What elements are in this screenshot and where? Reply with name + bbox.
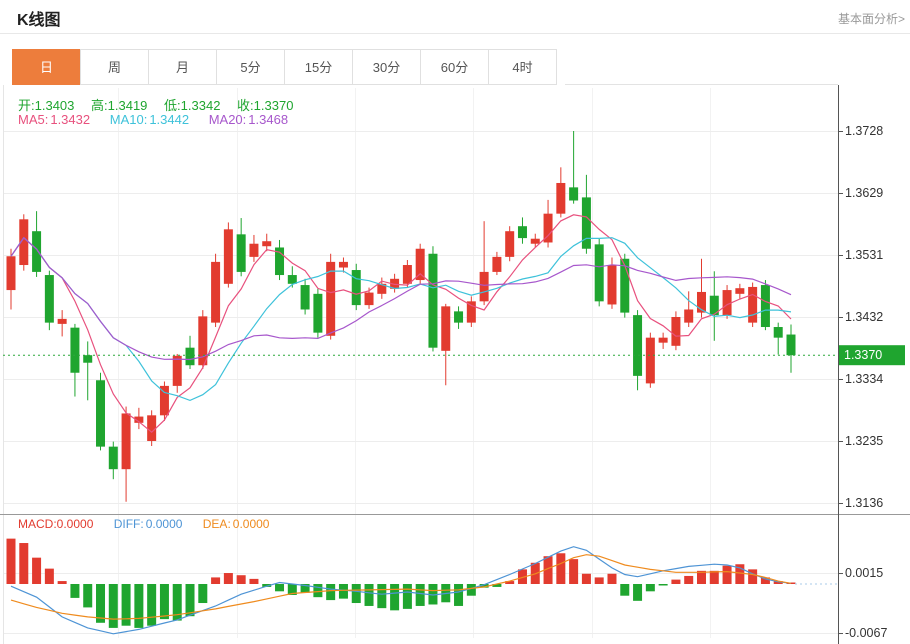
macd-label: MACD: <box>18 517 57 531</box>
y-axis-label: 1.3235 <box>845 434 883 448</box>
y-axis-label: 1.3334 <box>845 372 883 386</box>
dea-value: 0.0000 <box>232 517 270 531</box>
y-axis-label: 1.3629 <box>845 186 883 200</box>
ohlc-readout: 开:1.3403 高:1.3419 低:1.3342 收:1.3370 <box>18 95 306 114</box>
tab-5min[interactable]: 5分 <box>216 49 285 85</box>
diff-value: 0.0000 <box>145 517 183 531</box>
y-axis-label: 1.3531 <box>845 248 883 262</box>
macd-histogram <box>6 538 796 628</box>
tabbar-bottom-border <box>565 84 838 85</box>
ma5-line <box>10 214 792 434</box>
y-axis-label: 1.3432 <box>845 310 883 324</box>
ma20-label: MA20: <box>208 112 247 127</box>
diff-line <box>10 546 792 635</box>
y-axis: 1.3728 1.3629 1.3531 1.3432 1.3334 1.3235 1.31… <box>838 85 887 644</box>
tab-30min[interactable]: 30分 <box>352 49 421 85</box>
period-tabbar: 日 周 月 5分 15分 30分 60分 4时 <box>12 49 557 85</box>
ma10-label: MA10: <box>109 112 148 127</box>
tab-month[interactable]: 月 <box>148 49 217 85</box>
tab-week[interactable]: 周 <box>80 49 149 85</box>
low-label: 低: <box>164 98 181 113</box>
close-value: 1.3370 <box>253 98 294 113</box>
tab-15min[interactable]: 15分 <box>284 49 353 85</box>
high-label: 高: <box>91 98 108 113</box>
macd-readout: MACD:0.0000 DIFF: 0.0000 DEA: 0.0000 <box>18 517 286 531</box>
high-value: 1.3419 <box>107 98 148 113</box>
open-value: 1.3403 <box>34 98 75 113</box>
low-value: 1.3342 <box>180 98 221 113</box>
tab-60min[interactable]: 60分 <box>420 49 489 85</box>
tab-4hour[interactable]: 4时 <box>488 49 557 85</box>
dea-label: DEA: <box>202 517 231 531</box>
ma-readout: MA5: 1.3432 MA10: 1.3442 MA20: 1.3468 <box>18 112 304 127</box>
macd-value: 0.0000 <box>56 517 94 531</box>
macd-axis-label: -0.0067 <box>845 626 887 640</box>
tab-day[interactable]: 日 <box>12 49 81 85</box>
dea-line <box>10 554 792 620</box>
ma20-value: 1.3468 <box>248 112 289 127</box>
page-title: K线图 <box>17 12 61 29</box>
diff-label: DIFF: <box>113 517 144 531</box>
ma20-line <box>10 236 792 361</box>
grid-layer <box>0 85 910 644</box>
close-label: 收: <box>237 98 254 113</box>
ma5-value: 1.3432 <box>50 112 91 127</box>
y-axis-label: 1.3136 <box>845 496 883 510</box>
price-badge: 1.3370 <box>839 345 905 366</box>
candlestick-series <box>6 131 796 502</box>
macd-axis-label: 0.0015 <box>845 566 883 580</box>
ma10-value: 1.3442 <box>149 112 190 127</box>
svg-text:1.3370: 1.3370 <box>844 348 882 362</box>
fundamental-analysis-link[interactable]: 基本面分析> <box>837 12 905 26</box>
header-divider <box>0 33 910 34</box>
y-axis-label: 1.3728 <box>845 124 883 138</box>
ma5-label: MA5: <box>18 112 49 127</box>
open-label: 开: <box>18 98 35 113</box>
